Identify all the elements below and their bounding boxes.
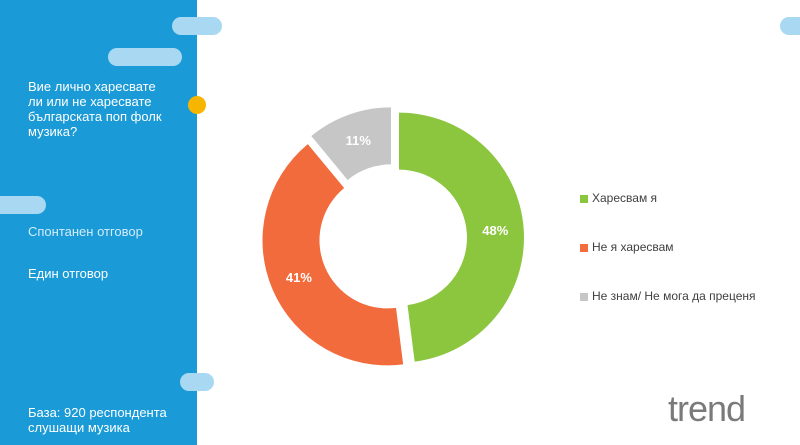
value-label: 48% [482,223,508,238]
legend-label: Не я харесвам [592,240,674,254]
value-label: 41% [286,270,312,285]
base-note: База: 920 респондента слушащи музика [28,405,167,435]
donut-slice [398,112,524,362]
decor-pill [108,48,182,66]
logo: trend [668,388,746,429]
legend-swatch [580,244,588,252]
decor-pill [0,196,46,214]
decor-pill [780,17,800,35]
legend-swatch [580,293,588,301]
sidebar [0,0,197,445]
donut-slice [311,107,391,180]
decor-dot [188,96,206,114]
value-label: 11% [346,133,372,148]
legend-swatch [580,195,588,203]
question: Вие лично харесвате ли или не харесвате … [28,79,162,139]
decor-pill [172,17,222,35]
donut-slice [262,144,404,366]
legend-label: Харесвам я [592,191,657,205]
note: Един отговор [28,266,109,281]
note: Спонтанен отговор [28,224,143,239]
decor-pill [180,373,214,391]
legend-label: Не знам/ Не мога да преценя [592,289,756,303]
